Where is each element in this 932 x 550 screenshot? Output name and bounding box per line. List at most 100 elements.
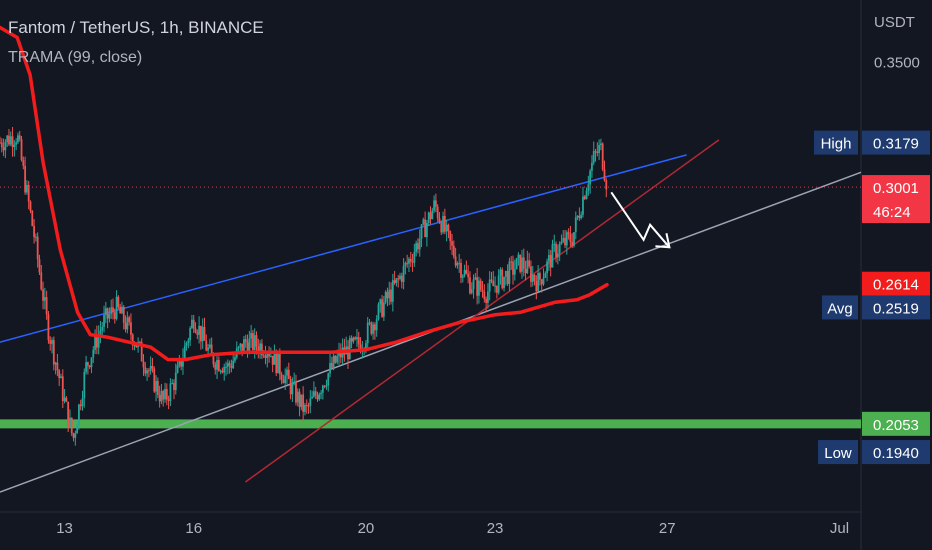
high-title-box — [814, 130, 858, 155]
candle-body — [304, 404, 306, 412]
candle-body — [244, 339, 247, 343]
candle-body — [239, 343, 242, 347]
candle-body — [551, 244, 554, 268]
candle-body — [522, 257, 525, 269]
projection-arrow-head — [655, 233, 671, 249]
candle-body — [17, 135, 19, 143]
candle-body — [547, 254, 550, 262]
candle-body — [400, 275, 403, 282]
candle-body — [178, 358, 181, 366]
candle-body — [348, 338, 351, 360]
low-title-box — [818, 440, 858, 465]
candle-body — [510, 261, 513, 263]
candle-body — [311, 396, 314, 399]
candle-body — [422, 219, 425, 225]
candle-body — [368, 322, 371, 324]
candle-body — [434, 200, 437, 207]
candle-body — [490, 279, 493, 281]
current-value-text-0: 0.3001 — [873, 180, 919, 197]
candle-body — [289, 379, 292, 395]
candle-body — [61, 376, 64, 402]
candle-body — [277, 354, 279, 374]
candle-body — [569, 234, 572, 242]
candle-body — [205, 340, 208, 351]
candle-body — [9, 136, 12, 145]
candle-body — [546, 261, 548, 274]
candle-body — [531, 274, 534, 282]
candle-body — [499, 269, 502, 276]
projection-arrow[interactable] — [610, 191, 671, 248]
candle-body — [147, 370, 150, 372]
candle-body — [273, 351, 276, 365]
candle-body — [262, 355, 265, 357]
candle-body — [72, 433, 75, 438]
candle-body — [122, 306, 125, 323]
candle-body — [381, 299, 383, 317]
candle-body — [228, 363, 231, 366]
candle-body — [67, 401, 70, 427]
candle-body — [424, 219, 427, 238]
candle-body — [605, 180, 608, 190]
candle-body — [153, 368, 156, 392]
candle-body — [596, 151, 599, 154]
candle-body — [488, 279, 491, 292]
candle-body — [460, 262, 462, 278]
candle-body — [384, 291, 387, 303]
candle-body — [442, 215, 444, 233]
candle-body — [156, 381, 159, 395]
inner-trend-line[interactable] — [244, 139, 720, 483]
candle-body — [395, 278, 398, 284]
time-tick-label: 20 — [358, 520, 375, 537]
candle-body — [203, 326, 206, 341]
candle-body — [537, 273, 540, 292]
candle-body — [278, 354, 281, 375]
candle-body — [399, 275, 401, 279]
candle-body — [585, 190, 588, 199]
candle-body — [191, 319, 193, 329]
series-layer — [0, 25, 862, 493]
candle-body — [149, 365, 152, 371]
candle-body — [284, 375, 287, 384]
candle-body — [51, 340, 53, 344]
candle-body — [508, 261, 511, 284]
trama-line — [0, 25, 609, 362]
candle-body — [417, 243, 419, 250]
time-axis: 13 16 20 23 27 Jul — [0, 511, 861, 537]
candle-body — [373, 324, 376, 331]
candle-body — [47, 314, 50, 341]
candle-body — [553, 243, 556, 245]
candle-body — [334, 355, 337, 363]
candle-body — [350, 338, 353, 342]
candle-body — [76, 425, 79, 434]
candle-body — [512, 261, 514, 275]
candle-body — [232, 360, 235, 368]
candle-body — [70, 417, 73, 434]
candle-body — [24, 165, 27, 193]
candle-body — [574, 217, 577, 233]
candle-body — [34, 236, 37, 238]
candle-body — [128, 317, 131, 323]
candle-body — [469, 277, 471, 294]
candle-body — [133, 345, 136, 347]
candle-body — [549, 254, 552, 268]
candle-body — [356, 337, 358, 340]
candle-body — [189, 328, 192, 341]
candle-body — [45, 297, 48, 315]
candle-body — [248, 338, 251, 354]
candle-body — [573, 232, 575, 246]
candle-body — [445, 224, 448, 232]
candle-body — [139, 341, 141, 343]
candle-body — [88, 365, 91, 368]
candle-body — [332, 355, 335, 368]
candle-body — [264, 355, 267, 358]
candle-body — [517, 254, 520, 259]
candle-body — [210, 344, 213, 354]
candle-body — [243, 339, 245, 352]
candle-body — [52, 340, 55, 365]
candle-body — [370, 322, 373, 334]
candle-body — [562, 237, 565, 242]
candle-body — [252, 333, 254, 351]
chart-title: Fantom / TetherUS, 1h, BINANCE — [8, 18, 264, 37]
candle-body — [591, 162, 593, 171]
